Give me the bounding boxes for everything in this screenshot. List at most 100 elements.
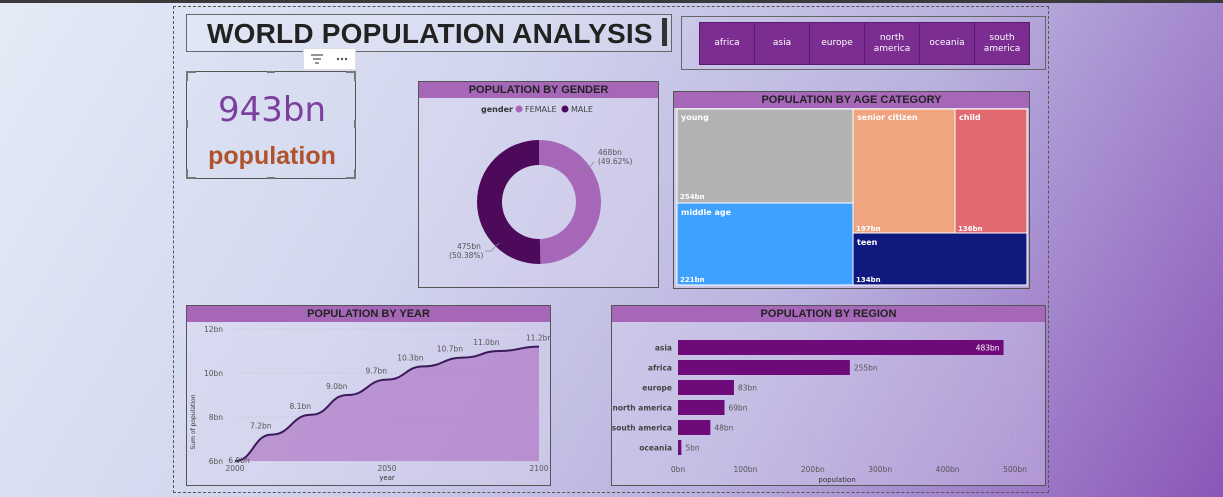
data-label: 83bn: [738, 384, 757, 393]
title-box: WORLD POPULATION ANALYSIS: [186, 14, 672, 52]
region-bar-chart: population 0bn 100bn 200bn 300bn 400bn 500bn a…: [612, 332, 1027, 484]
tile-value-child: 136bn: [958, 225, 983, 233]
tile-value-young: 254bn: [680, 193, 705, 201]
slicer-item-asia[interactable]: asia: [754, 22, 810, 65]
data-label: 483bn: [976, 344, 1000, 353]
data-label: 10.7bn: [437, 345, 463, 354]
series-line[interactable]: [234, 345, 540, 462]
tile-label-middle-age: middle age: [681, 208, 732, 217]
title-accent-bar: [662, 18, 667, 46]
treemap-tile-young[interactable]: [676, 108, 854, 204]
data-label: 11.2bn: [526, 334, 550, 343]
bar-oceania[interactable]: [678, 440, 682, 455]
donut-slice-male[interactable]: [476, 140, 541, 264]
category-label: asia: [655, 344, 672, 353]
bar-europe[interactable]: [678, 380, 734, 395]
slicer-item-europe[interactable]: europe: [809, 22, 865, 65]
treemap-tile-teen[interactable]: [852, 232, 1028, 286]
y-tick-label: 12bn: [204, 325, 223, 334]
data-label-male-pct: (50.38%): [449, 251, 484, 260]
resize-handle[interactable]: [186, 120, 188, 128]
data-label: 9.0bn: [326, 382, 348, 391]
gender-chart-panel[interactable]: POPULATION BY GENDER gender FEMALE MALE …: [418, 81, 659, 288]
x-tick-label: 200bn: [801, 465, 825, 474]
x-tick-label: 0bn: [671, 465, 686, 474]
data-label: 11.0bn: [473, 338, 499, 347]
chart-title: POPULATION BY GENDER: [419, 82, 658, 98]
treemap-tile-child[interactable]: [954, 108, 1028, 234]
category-label: north america: [613, 404, 672, 413]
slicer-item-south-america[interactable]: south america: [974, 22, 1030, 65]
slicer-item-oceania[interactable]: oceania: [919, 22, 975, 65]
page-title: WORLD POPULATION ANALYSIS: [207, 18, 653, 49]
bar-north-america[interactable]: [678, 400, 725, 415]
x-tick-label: 100bn: [733, 465, 757, 474]
resize-handle[interactable]: [186, 71, 196, 81]
card-value: 943bn: [217, 90, 327, 130]
resize-handle[interactable]: [186, 169, 196, 179]
legend-label-female[interactable]: FEMALE: [525, 105, 557, 114]
visual-header: [303, 48, 356, 70]
filter-icon[interactable]: [307, 52, 327, 66]
resize-handle[interactable]: [346, 169, 356, 179]
legend-marker-male: [561, 105, 569, 113]
chart-title: POPULATION BY YEAR: [187, 306, 550, 322]
tile-label-teen: teen: [857, 238, 878, 247]
tile-value-senior-citizen: 197bn: [856, 225, 881, 233]
tile-label-young: young: [681, 113, 709, 122]
x-tick-label: 2100: [529, 464, 548, 473]
y-tick-label: 6bn: [209, 457, 224, 466]
bar-africa[interactable]: [678, 360, 850, 375]
x-axis-label: population: [818, 476, 855, 484]
data-label: 9.7bn: [366, 367, 388, 376]
y-tick-label: 10bn: [204, 369, 223, 378]
y-axis-label: Sum of population: [190, 394, 197, 449]
bar-south-america[interactable]: [678, 420, 711, 435]
legend-label-male[interactable]: MALE: [571, 105, 593, 114]
legend-title: gender: [481, 105, 513, 114]
category-label: south america: [612, 424, 672, 433]
donut-slice-female[interactable]: [539, 140, 601, 264]
category-label: africa: [648, 364, 672, 373]
resize-handle[interactable]: [267, 71, 275, 73]
slicer-item-north-america[interactable]: north america: [864, 22, 920, 65]
year-chart-panel[interactable]: POPULATION BY YEAR Sum of population yea…: [186, 305, 551, 486]
leader-line: [579, 161, 595, 171]
tile-label-senior-citizen: senior citizen: [857, 113, 918, 122]
resize-handle[interactable]: [354, 120, 356, 128]
data-label: 48bn: [714, 424, 733, 433]
treemap-tile-senior-citizen[interactable]: [852, 108, 956, 234]
age-treemap-chart: young 254bn middle age 221bn senior citi…: [676, 108, 1028, 286]
more-options-icon[interactable]: [332, 52, 352, 66]
chart-title: POPULATION BY AGE CATEGORY: [674, 92, 1029, 108]
region-chart-panel[interactable]: POPULATION BY REGION population 0bn 100bn…: [611, 305, 1046, 486]
age-chart-panel[interactable]: POPULATION BY AGE CATEGORY young 254bn m…: [673, 91, 1030, 289]
resize-handle[interactable]: [346, 71, 356, 81]
tile-value-teen: 134bn: [856, 276, 881, 284]
y-tick-label: 8bn: [209, 413, 224, 422]
slicer-item-africa[interactable]: africa: [699, 22, 755, 65]
data-label: 6.0bn: [228, 456, 250, 465]
data-label: 5bn: [685, 444, 700, 453]
gender-donut-chart: gender FEMALE MALE 468bn (49.62%) 475bn …: [449, 105, 633, 264]
data-label: 10.3bn: [397, 353, 423, 362]
tile-label-child: child: [959, 113, 981, 122]
report-canvas: [173, 6, 1049, 493]
leader-line: [485, 242, 500, 252]
x-tick-label: 400bn: [936, 465, 960, 474]
region-slicer: africa asia europe north america oceania…: [681, 16, 1046, 70]
legend-marker-female: [515, 105, 523, 113]
area-fill: [235, 346, 539, 461]
x-tick-label: 500bn: [1003, 465, 1027, 474]
data-label: 8.1bn: [290, 402, 312, 411]
category-label: oceania: [639, 444, 672, 453]
bar-asia[interactable]: [678, 340, 1004, 355]
data-label-female: 468bn: [598, 148, 622, 157]
year-area-chart: Sum of population year 6bn 8bn 10bn 12bn 200…: [190, 325, 550, 482]
treemap-tile-middle-age[interactable]: [676, 202, 854, 286]
population-card[interactable]: 943bn population: [186, 71, 356, 179]
category-label: europe: [642, 384, 672, 393]
resize-handle[interactable]: [267, 177, 275, 179]
chart-title: POPULATION BY REGION: [612, 306, 1045, 322]
data-label: 7.2bn: [250, 422, 272, 431]
